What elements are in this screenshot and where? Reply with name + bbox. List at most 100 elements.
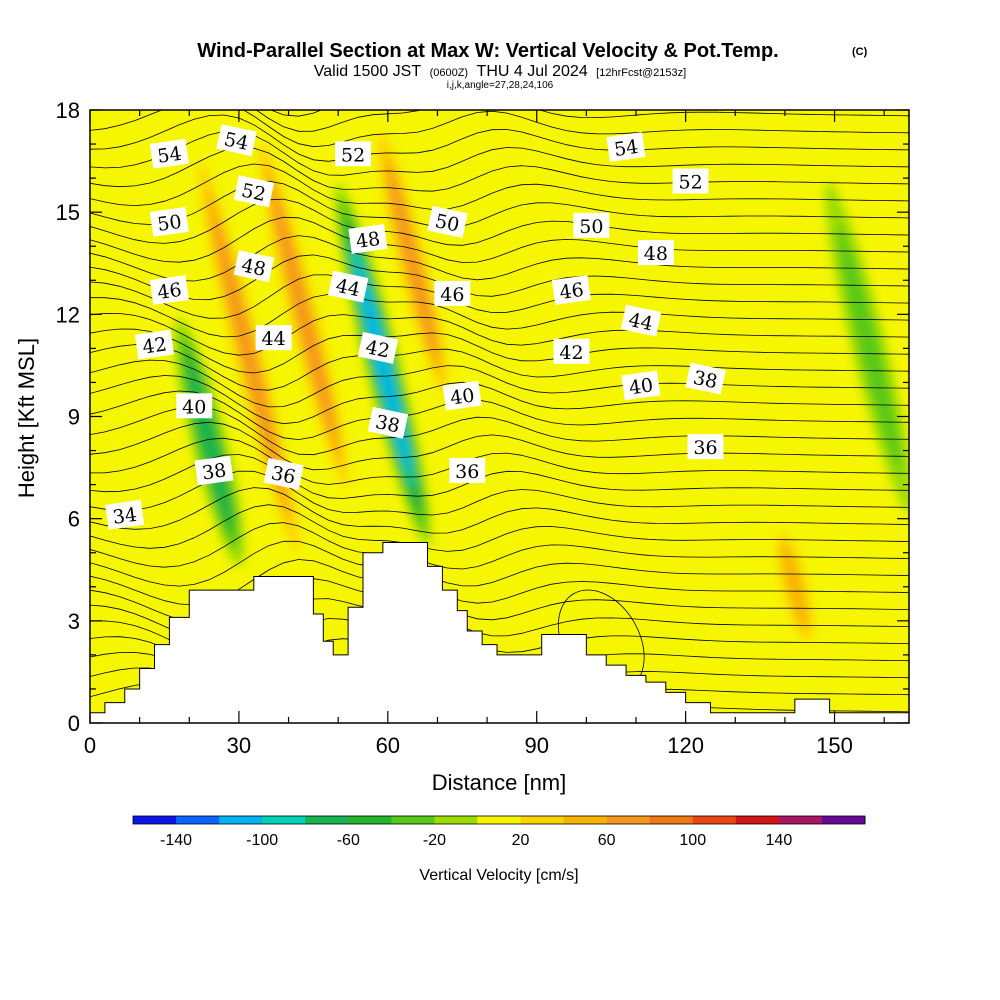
theta-label-40: 40 [621,370,661,401]
theta-label-text: 42 [559,342,583,364]
valid-prefix: Valid 1500 JST [314,63,422,80]
colorbar-tick-label: -100 [246,832,278,849]
colorbar: -140 -100 -60 -20 20 60 100 140 [132,815,866,849]
theta-contour-line [90,522,909,570]
x-tick-label: 90 [524,733,548,758]
theta-label-box [233,250,275,283]
theta-label-text: 38 [373,411,401,438]
theta-label-42: 42 [134,329,175,360]
theta-label-box [194,455,234,486]
y-tick-label: 18 [56,98,80,123]
colorbar-swatch [606,816,651,824]
theta-label-box [551,275,591,305]
theta-label-box [442,380,482,411]
theta-label-box [357,331,399,364]
theta-label-50: 50 [573,212,610,238]
theta-label-52: 52 [335,141,372,167]
colorbar-tick-label: -140 [160,832,192,849]
theta-label-text: 36 [693,437,717,459]
theta-contour-line [90,293,909,338]
y-axis-label: Height [Kft MSL] [14,338,39,498]
theta-label-text: 46 [156,279,183,304]
theta-label-40: 40 [442,380,482,411]
colorbar-tick-label: -60 [337,832,360,849]
theta-contour-line [90,110,909,132]
colorbar-swatch [348,816,392,824]
theta-label-46: 46 [434,280,471,306]
valid-date: THU 4 Jul 2024 [477,63,588,80]
theta-label-38: 38 [194,455,234,486]
y-tick-label: 15 [56,200,80,225]
colorbar-frame [132,815,866,825]
theta-label-54: 54 [216,124,257,157]
colorbar-tick-label: 100 [679,832,706,849]
theta-contour-line [90,406,909,456]
chart-title: Wind-Parallel Section at Max W: Vertical… [197,40,778,62]
y-tick-label: 0 [68,711,80,736]
theta-label-44: 44 [255,325,292,351]
theta-label-box [134,329,175,360]
w-cell-0-3 [213,217,285,497]
theta-label-box [149,207,189,237]
theta-contour-line [90,163,909,210]
colorbar-swatch [391,816,435,824]
forecast-info: [12hrFcst@2153z] [596,67,686,79]
colorbar-swatch [778,816,823,824]
theta-label-box [105,499,145,530]
colorbar-tick-label: 140 [766,832,793,849]
theta-contour-line [90,110,909,148]
colorbar-swatch [305,816,349,824]
theta-contour-line [90,504,909,552]
theta-label-text: 34 [111,504,138,529]
theta-label-36: 36 [449,457,486,483]
theta-label-box [685,362,726,395]
theta-contour-line [90,114,909,162]
theta-label-box [620,304,662,337]
theta-label-box [606,132,646,162]
theta-label-36: 36 [263,457,304,490]
theta-label-42: 42 [553,338,590,364]
w-cell-1-3 [271,190,335,439]
w-cell-2-3 [388,170,437,357]
theta-contour-line [90,487,909,534]
theta-label-text: 50 [433,210,461,237]
valid-time-line: Valid 1500 JST (0600Z) THU 4 Jul 2024 [1… [314,63,686,80]
theta-label-42: 42 [357,331,399,364]
theta-label-34: 34 [105,499,145,530]
theta-label-46: 46 [551,275,591,305]
theta-label-box [149,138,189,169]
theta-contour-line [90,375,909,425]
theta-label-text: 54 [613,136,640,161]
theta-label-box [176,393,213,419]
theta-label-box [637,240,674,266]
w-cell-6-1 [836,224,902,473]
theta-label-text: 46 [558,279,585,304]
theta-label-text: 42 [141,333,168,358]
theta-label-44: 44 [620,304,662,337]
theta-label-box [449,457,486,483]
theta-contour-line [90,180,909,229]
theta-label-box [573,212,610,238]
x-axis-label: Distance [nm] [432,770,567,795]
colorbar-swatch [649,816,694,824]
theta-label-54: 54 [149,138,189,169]
theta-label-48: 48 [637,240,674,266]
colorbar-label: Vertical Velocity [cm/s] [419,867,578,884]
theta-label-text: 52 [239,179,267,206]
theta-contour-line [90,216,909,263]
valid-utc: (0600Z) [430,67,469,79]
y-tick-label: 3 [68,609,80,634]
theta-label-box [328,270,369,303]
theta-contour-labels: 54 54 52 54 52 52 50 50 50 48 48 48 46 44 46 46 44 44 42 42… [105,124,726,530]
theta-label-box [621,370,661,401]
theta-label-box [553,338,590,364]
theta-label-38: 38 [367,406,409,439]
theta-contour-line [90,328,909,374]
theta-contour-line [90,454,909,499]
plot-area [90,110,909,723]
theta-label-text: 48 [239,254,267,281]
colorbar-swatch [133,816,177,824]
theta-label-text: 50 [579,216,603,238]
